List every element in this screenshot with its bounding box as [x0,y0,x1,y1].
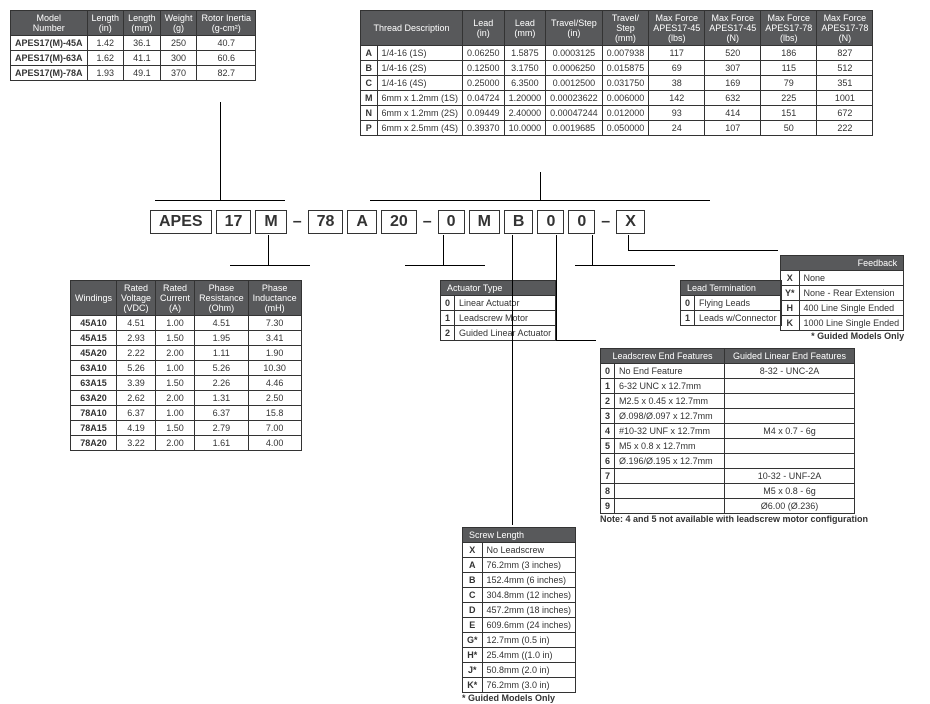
thread-table: Thread DescriptionLead(in)Lead(mm)Travel… [360,10,873,136]
feedback-title: Feedback [781,256,904,271]
part-number-builder: APES17M–78A20–0MB00–X [150,210,645,234]
connector-line [592,235,593,265]
connector-line [540,172,541,200]
endfeat-h2: Guided Linear End Features [725,349,855,364]
connector-line [512,235,513,525]
connector-line [155,200,285,201]
actuator-type-table: Actuator Type 0Linear Actuator1Leadscrew… [440,280,556,341]
lead-termination-table: Lead Termination 0Flying Leads1Leads w/C… [680,280,782,326]
screw-length-table: Screw Length XNo LeadscrewA76.2mm (3 inc… [462,527,576,693]
connector-line [628,250,778,251]
connector-line [230,265,310,266]
connector-line [556,340,596,341]
connector-line [268,235,269,265]
screwlen-title: Screw Length [463,528,576,543]
connector-line [405,265,485,266]
connector-line [556,235,557,340]
endfeat-h1: Leadscrew End Features [601,349,725,364]
screwlen-note: * Guided Models Only [462,693,576,703]
connector-line [443,235,444,265]
end-features-table: Leadscrew End Features Guided Linear End… [600,348,855,514]
model-table: ModelNumberLength(in)Length(mm)Weight(g)… [10,10,256,81]
endfeat-note: Note: 4 and 5 not available with leadscr… [600,514,868,524]
leadterm-title: Lead Termination [681,281,782,296]
connector-line [628,235,629,250]
connector-line [370,200,710,201]
windings-table: WindingsRatedVoltage(VDC)RatedCurrent(A)… [70,280,302,451]
actuator-title: Actuator Type [441,281,556,296]
feedback-note: * Guided Models Only [780,331,904,341]
connector-line [575,265,675,266]
connector-line [220,102,221,200]
feedback-table: Feedback XNoneY*None - Rear ExtensionH40… [780,255,904,331]
